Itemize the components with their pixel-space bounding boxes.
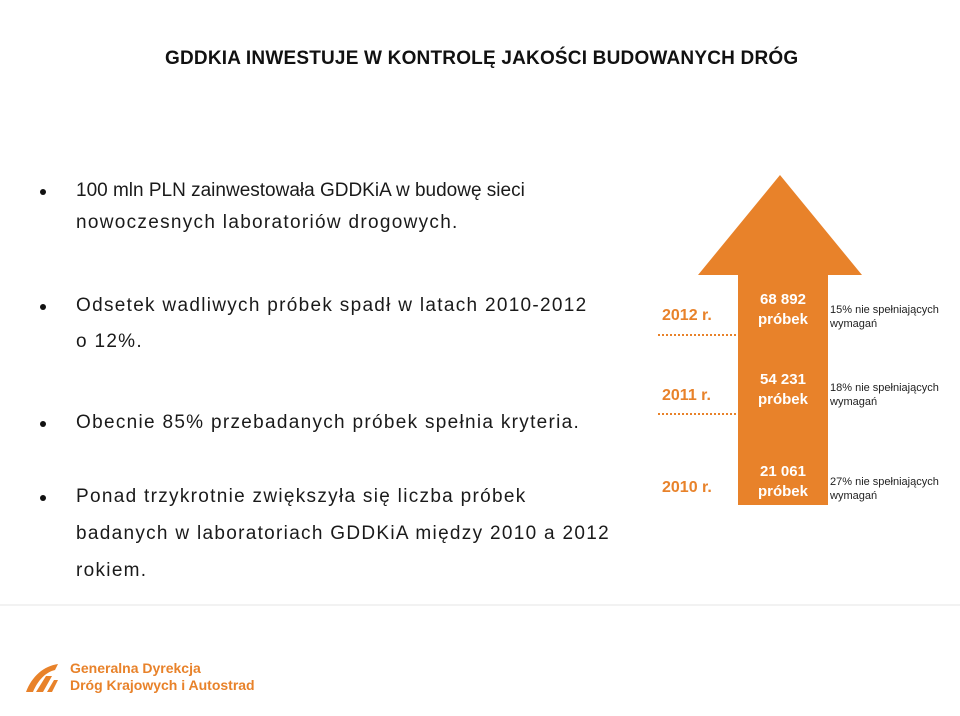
note-line: wymagań [830, 396, 878, 408]
bullet-text: Odsetek wadliwych próbek spadł w latach … [76, 295, 588, 316]
defect-note: 18% nie spełniających wymagań [830, 381, 939, 409]
dotted-divider [658, 413, 740, 415]
growth-arrow-icon [698, 175, 862, 505]
bullet-text: rokiem. [76, 560, 148, 581]
organization-name: Generalna Dyrekcja Dróg Krajowych i Auto… [70, 660, 255, 694]
sample-count: 54 231 [760, 371, 806, 388]
defect-note: 27% nie spełniających wymagań [830, 475, 939, 503]
year-label: 2012 r. [662, 307, 712, 324]
note-line: wymagań [830, 490, 878, 502]
note-line: 18% nie spełniających [830, 382, 939, 394]
org-line: Dróg Krajowych i Autostrad [70, 677, 255, 693]
org-line: Generalna Dyrekcja [70, 660, 201, 676]
sample-count-box: 54 231 próbek [738, 370, 828, 410]
bullet-dot-icon [40, 189, 46, 195]
defect-note: 15% nie spełniających wymagań [830, 303, 939, 331]
footer-divider [0, 604, 960, 606]
sample-count: 21 061 [760, 463, 806, 480]
slide-title: GDDKIA INWESTUJE W KONTROLĘ JAKOŚCI BUDO… [165, 48, 799, 69]
sample-unit: próbek [757, 311, 808, 328]
bullet-text: 100 mln PLN zainwestowała GDDKiA w budow… [76, 180, 525, 201]
note-line: wymagań [830, 318, 878, 330]
sample-unit: próbek [757, 483, 808, 500]
bullet-text: nowoczesnych laboratoriów drogowych. [76, 212, 459, 233]
growth-infographic: 2012 r. 68 892 próbek 15% nie spełniając… [650, 175, 960, 515]
bullet-text: badanych w laboratoriach GDDKiA między 2… [76, 523, 610, 544]
bullet-text: o 12%. [76, 331, 143, 352]
gddkia-logo-icon [26, 664, 58, 692]
bullet-text: Ponad trzykrotnie zwiększyła się liczba … [76, 486, 527, 507]
sample-unit: próbek [757, 391, 808, 408]
year-label: 2010 r. [662, 479, 712, 496]
sample-count: 68 892 [760, 291, 806, 308]
year-label: 2011 r. [662, 387, 711, 404]
note-line: 15% nie spełniających [830, 304, 939, 316]
note-line: 27% nie spełniających [830, 476, 939, 488]
bullet-dot-icon [40, 421, 46, 427]
sample-count-box: 21 061 próbek [738, 462, 828, 502]
sample-count-box: 68 892 próbek [738, 290, 828, 330]
bullet-text: Obecnie 85% przebadanych próbek spełnia … [76, 412, 581, 433]
bullet-dot-icon [40, 495, 46, 501]
dotted-divider [658, 334, 740, 336]
bullet-dot-icon [40, 304, 46, 310]
